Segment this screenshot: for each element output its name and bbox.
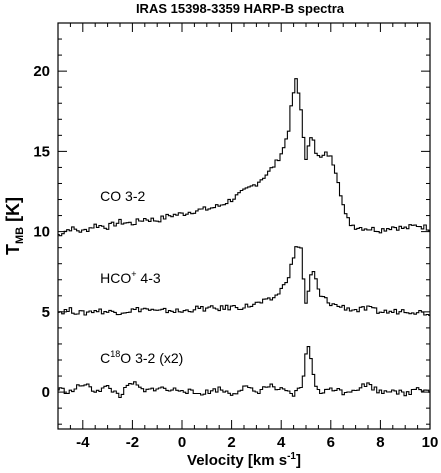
series-line-0 <box>58 78 430 237</box>
x-axis-label-main: Velocity [km s <box>187 452 287 469</box>
x-tick-label: -4 <box>76 434 90 451</box>
x-axis-label-sup: -1 <box>287 451 296 462</box>
y-axis-label: TMB [K] <box>3 197 26 255</box>
chart-title: IRAS 15398-3359 HARP-B spectra <box>136 1 345 16</box>
x-tick-label: -2 <box>126 434 139 451</box>
series-label-sup: + <box>131 269 136 279</box>
series-label-post: 4-3 <box>137 270 161 286</box>
x-axis-label: Velocity [km s-1] <box>187 451 301 469</box>
x-tick-label: 4 <box>277 434 286 451</box>
series-label-0: CO 3-2 <box>100 188 145 204</box>
y-tick-label: 5 <box>42 304 50 321</box>
y-tick-label: 0 <box>42 384 50 401</box>
x-tick-label: 0 <box>178 434 186 451</box>
y-axis-label-main: T <box>3 244 23 255</box>
axis-ticks <box>57 23 431 429</box>
y-tick-label: 20 <box>33 63 50 80</box>
x-axis-label-tail: ] <box>296 452 301 469</box>
y-axis-label-sub: MB <box>14 227 26 244</box>
series-label-2: C18O 3-2 (x2) <box>100 349 183 366</box>
x-tick-label: 2 <box>227 434 235 451</box>
x-tick-label: 10 <box>422 434 439 451</box>
x-tick-label: 6 <box>327 434 335 451</box>
series-label-1: HCO+ 4-3 <box>100 269 161 286</box>
series-label-post: O 3-2 (x2) <box>120 350 183 366</box>
series-label-pre: CO 3-2 <box>100 188 145 204</box>
series-label-pre: HCO <box>100 270 131 286</box>
series-line-1 <box>58 246 430 317</box>
x-tick-label: 8 <box>376 434 384 451</box>
series-label-pre: C <box>100 350 110 366</box>
x-tick-labels: -4 -2 0 2 4 6 8 10 <box>76 434 438 451</box>
y-axis-label-tail: [K] <box>3 197 23 227</box>
series-layer <box>58 78 430 399</box>
series-line-2 <box>58 346 430 399</box>
y-tick-labels: 0 5 10 15 20 <box>33 63 50 401</box>
series-label-sup: 18 <box>110 349 120 359</box>
y-tick-label: 10 <box>33 224 50 241</box>
y-tick-label: 15 <box>33 143 50 160</box>
series-labels: CO 3-2 HCO+ 4-3 C18O 3-2 (x2) <box>100 188 183 366</box>
